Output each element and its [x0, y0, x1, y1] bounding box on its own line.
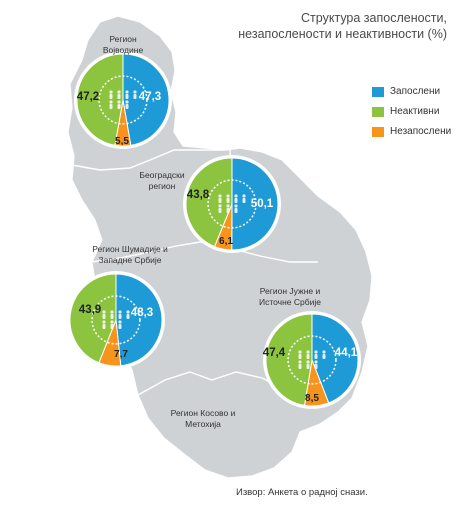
pie-slice-employed — [231, 157, 279, 251]
pie-inner-ring — [287, 335, 337, 385]
value-label-inactive: 47,2 — [77, 91, 99, 103]
people-icon — [218, 194, 246, 213]
legend-swatch-inactive — [372, 106, 384, 117]
legend: Запослени Неактивни Незапослени — [372, 84, 451, 144]
source-note: Извор: Анкета о радној снази. — [236, 487, 368, 498]
value-label-unemployed: 8,5 — [305, 393, 319, 404]
legend-swatch-unemployed — [372, 126, 384, 137]
value-label-inactive: 47,4 — [263, 347, 286, 359]
region-label-line: регион — [149, 181, 176, 191]
region-kosovo-line1: Регион Косово и — [171, 408, 236, 418]
chart-title-line2: незапослености и неактивности (%) — [238, 27, 447, 41]
value-label-unemployed: 5,5 — [115, 136, 129, 147]
pie-inner-ring — [91, 295, 141, 345]
pie-slice-employed — [115, 273, 163, 367]
legend-swatch-employed — [372, 86, 384, 97]
value-label-employed: 48,3 — [131, 307, 153, 319]
region-label-line: Регион — [109, 34, 137, 44]
pie-slice-employed — [122, 53, 170, 146]
chart-title: Структура запослености, незапослености и… — [197, 10, 447, 42]
value-label-inactive: 43,8 — [187, 189, 210, 201]
value-label-employed: 44,1 — [335, 347, 358, 359]
value-label-unemployed: 6,1 — [219, 236, 233, 247]
legend-item-inactive: Неактивни — [372, 104, 451, 119]
legend-label-inactive: Неактивни — [390, 106, 440, 117]
region-label-line: Источне Србије — [259, 297, 321, 307]
region-label-line: Београдски — [139, 170, 185, 180]
chart-title-line1: Структура запослености, — [301, 11, 447, 25]
value-label-unemployed: 7,7 — [114, 349, 128, 360]
people-icon — [102, 310, 130, 329]
legend-item-unemployed: Незапослени — [372, 124, 451, 139]
value-label-employed: 47,3 — [139, 91, 161, 103]
region-label-kosovo: Регион Косово и Метохија — [171, 408, 236, 429]
value-label-employed: 50,1 — [251, 198, 274, 210]
pie-inner-ring — [98, 75, 148, 125]
people-icon — [298, 350, 326, 369]
pie-slice-inactive — [76, 53, 124, 146]
region-label-line: Војводине — [103, 45, 144, 55]
pie-inner-ring — [207, 179, 257, 229]
region-label-line: Регион Јужне и — [260, 286, 321, 296]
legend-item-employed: Запослени — [372, 84, 451, 99]
legend-label-unemployed: Незапослени — [390, 126, 452, 137]
people-icon — [109, 90, 137, 109]
region-label-line: Западне Србије — [98, 255, 161, 265]
region-kosovo-line2: Метохија — [185, 419, 221, 429]
legend-label-employed: Запослени — [390, 86, 441, 97]
value-label-inactive: 43,9 — [79, 304, 101, 316]
region-label-line: Регион Шумадије и — [92, 244, 168, 254]
pie-slice-inactive — [265, 313, 313, 406]
